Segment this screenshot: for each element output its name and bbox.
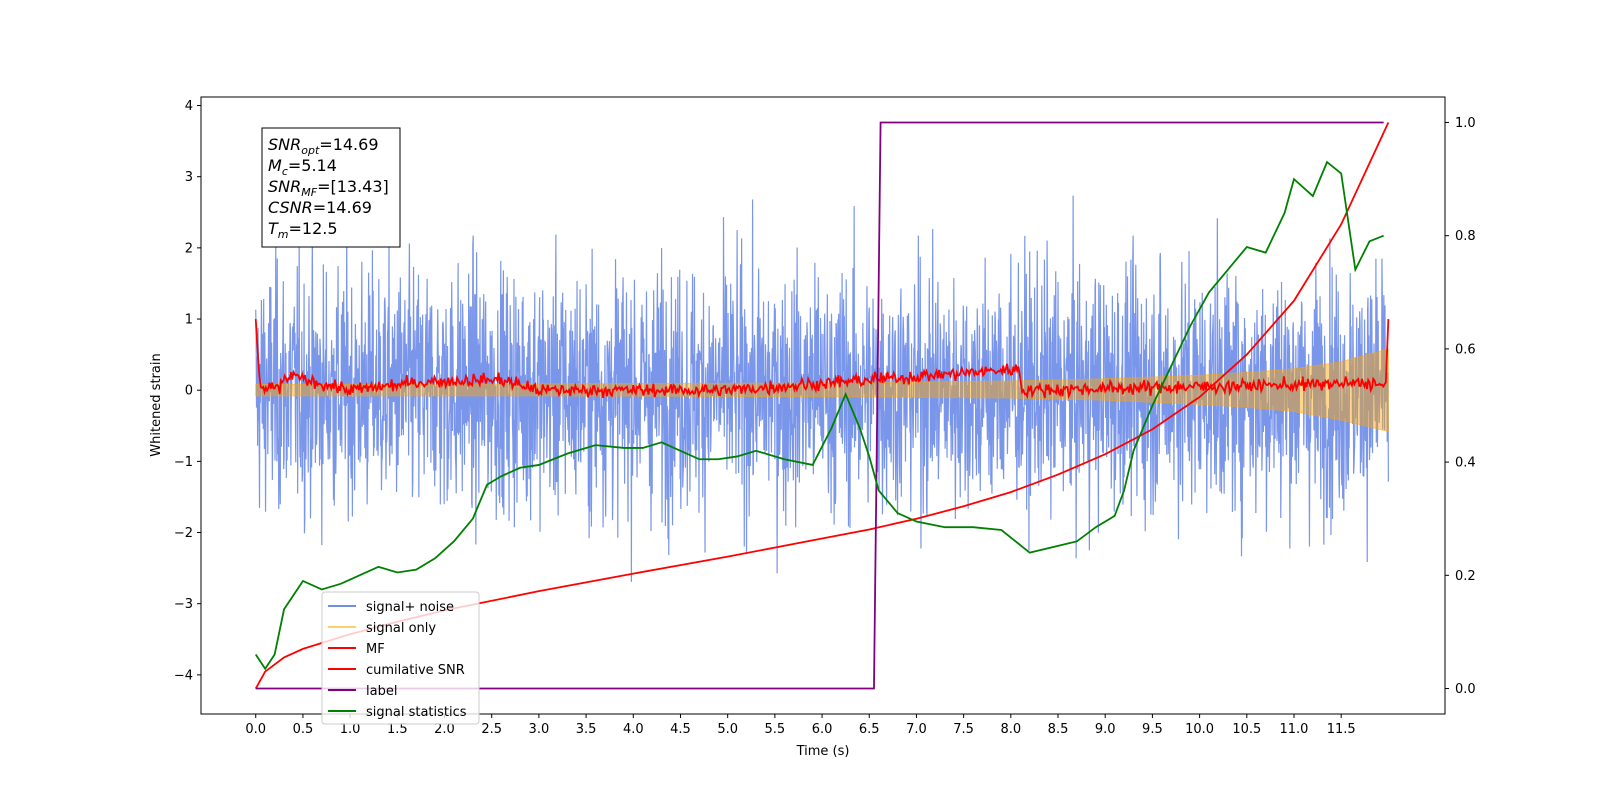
y-tick-label: 3 [185, 170, 193, 185]
plot-frame [200, 96, 1446, 715]
x-tick-label: 2.0 [434, 722, 455, 737]
x-tick-label: 9.0 [1095, 722, 1116, 737]
signal-only-envelope [255, 348, 1389, 433]
x-tick-label: 4.0 [623, 722, 644, 737]
x-axis-label: Time (s) [796, 744, 850, 759]
x-tick-label: 9.5 [1142, 722, 1163, 737]
y-tick-label: 0 [185, 384, 193, 399]
legend-label-cumilative-snr: cumilative SNR [366, 663, 465, 678]
x-tick-label: 4.5 [670, 722, 691, 737]
annotation-line: CSNR=14.69 [268, 198, 372, 217]
mf-line [254, 318, 1390, 400]
y-tick-label: −4 [174, 668, 193, 683]
legend-label-label: label [366, 684, 397, 699]
x-tick-label: 2.5 [481, 722, 502, 737]
y-tick-label: 4 [185, 99, 193, 114]
legend: signal+ noise signal only MF cumilative SNR… [321, 591, 480, 725]
plot-area [254, 121, 1390, 690]
y2-tick-label: 0.2 [1455, 569, 1476, 584]
x-tick-label: 3.0 [529, 722, 550, 737]
x-tick-label: 10.5 [1232, 722, 1261, 737]
x-tick-label: 11.0 [1280, 722, 1309, 737]
y2-tick-label: 0.8 [1455, 229, 1476, 244]
label-line [255, 121, 1384, 690]
y-axis-ticks: 4 3 2 1 0 −1 −2 −3 −4 [174, 99, 201, 683]
annotation-frame [261, 127, 401, 248]
signal-only-series [255, 348, 1389, 433]
signal-statistics-line [254, 160, 1384, 671]
x-tick-label: 8.0 [1000, 722, 1021, 737]
x-tick-label: 3.5 [576, 722, 597, 737]
x-tick-label: 10.0 [1185, 722, 1214, 737]
y-tick-label: 2 [185, 241, 193, 256]
annotation-line: Tm=12.5 [268, 219, 338, 241]
legend-frame [321, 591, 480, 725]
x-tick-label: 8.5 [1048, 722, 1069, 737]
y2-axis-ticks: 1.0 0.8 0.6 0.4 0.2 0.0 [1445, 116, 1476, 697]
y2-tick-label: 1.0 [1455, 116, 1476, 131]
legend-label-mf: MF [366, 642, 385, 657]
x-tick-label: 1.5 [387, 722, 408, 737]
x-tick-label: 7.0 [906, 722, 927, 737]
annotation-line: SNRMF=[13.43] [268, 177, 389, 199]
y2-tick-label: 0.6 [1455, 342, 1476, 357]
legend-label-signal-only: signal only [366, 621, 436, 636]
mf-series [254, 318, 1390, 400]
x-tick-label: 0.5 [293, 722, 314, 737]
y-axis-label: Whitened strain [149, 353, 164, 456]
x-tick-label: 7.5 [953, 722, 974, 737]
x-tick-label: 5.0 [717, 722, 738, 737]
legend-label-signal-statistics: signal statistics [366, 705, 467, 720]
y-tick-label: −2 [174, 526, 193, 541]
y-tick-label: 1 [185, 313, 193, 328]
legend-label-signal-noise: signal+ noise [366, 600, 454, 615]
annotation-line: Mc=5.14 [268, 156, 337, 178]
signal-noise-series [255, 195, 1389, 582]
y-tick-label: −1 [174, 455, 193, 470]
x-tick-label: 11.5 [1327, 722, 1356, 737]
metrics-annotation-box: SNRopt=14.69Mc=5.14SNRMF=[13.43]CSNR=14.… [261, 127, 401, 248]
x-tick-label: 0.0 [245, 722, 266, 737]
x-tick-label: 6.5 [859, 722, 880, 737]
annotation-line: SNRopt=14.69 [268, 135, 379, 157]
x-tick-label: 1.0 [340, 722, 361, 737]
y-tick-label: −3 [174, 597, 193, 612]
signal-noise-line [255, 195, 1389, 582]
y2-tick-label: 0.4 [1455, 456, 1476, 471]
x-tick-label: 5.5 [765, 722, 786, 737]
y2-tick-label: 0.0 [1455, 682, 1476, 697]
x-tick-label: 6.0 [812, 722, 833, 737]
x-axis-ticks: 0.0 0.5 1.0 1.5 2.0 2.5 3.0 3.5 4.0 4.5 5.0 5.5 6.0 6… [245, 714, 1356, 737]
